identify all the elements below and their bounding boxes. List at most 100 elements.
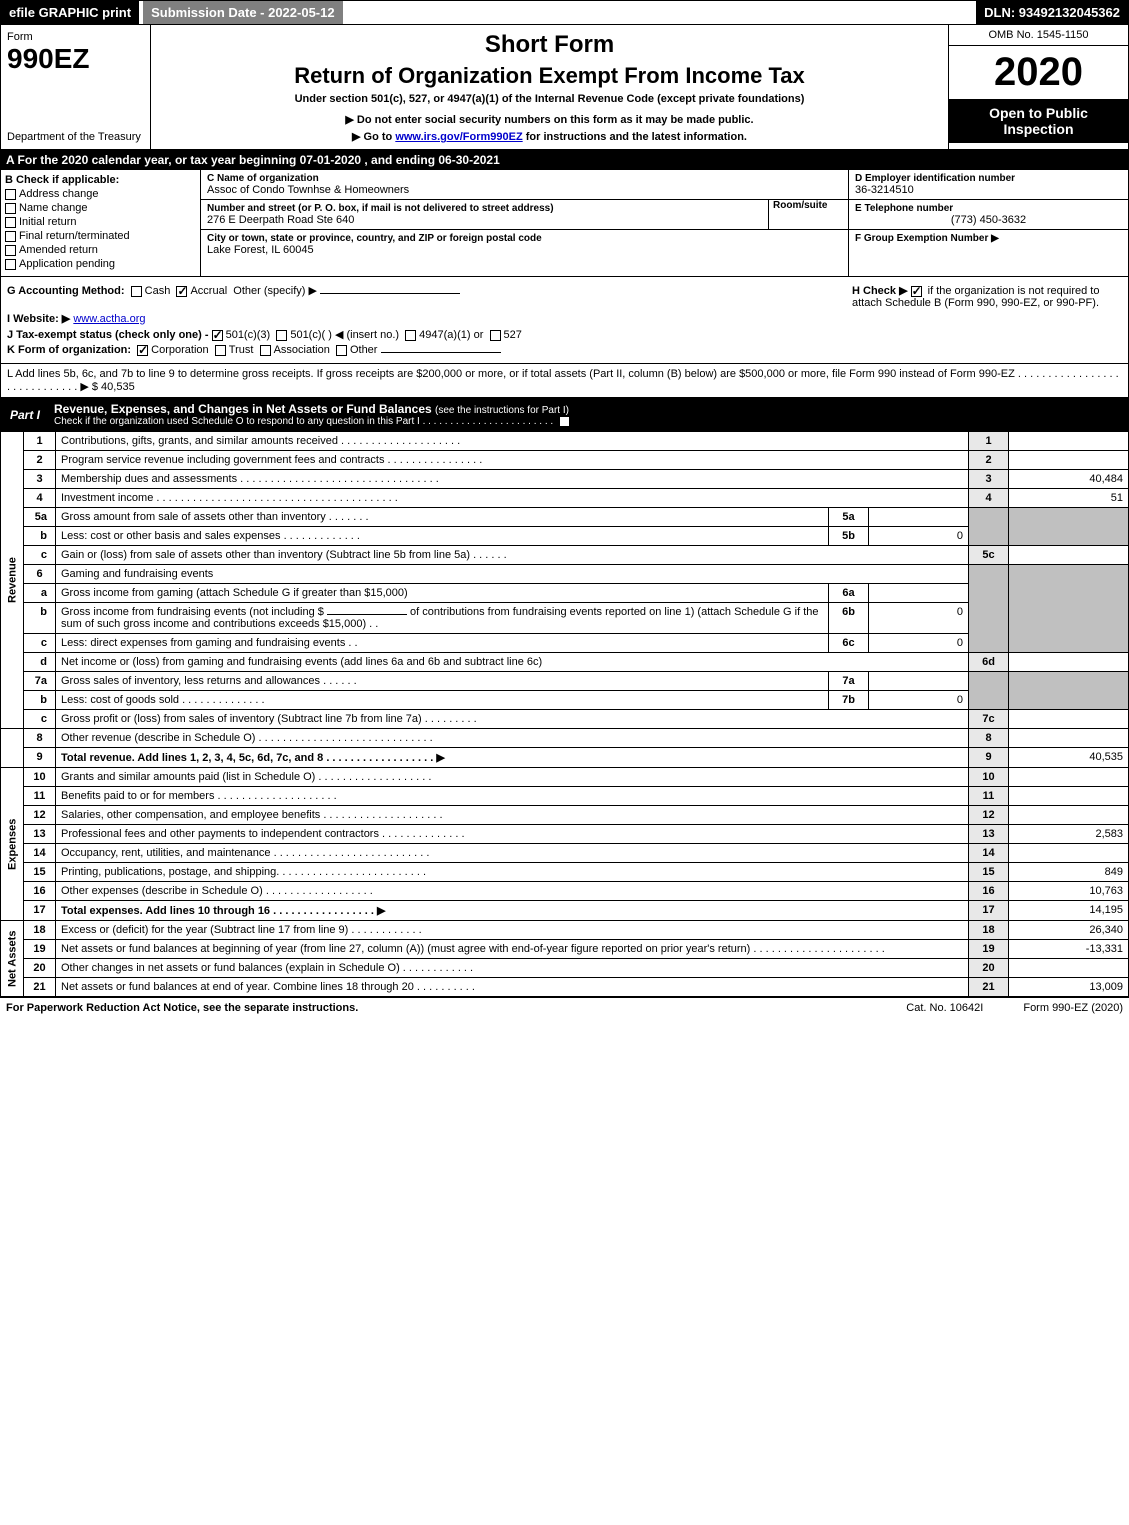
line-3-val: 40,484 [1009,470,1129,489]
chk-label-1: Name change [19,202,88,214]
line-20-desc: Other changes in net assets or fund bala… [56,959,969,978]
checkbox-icon[interactable] [5,189,16,200]
checkbox-icon[interactable] [5,217,16,228]
line-10-val [1009,768,1129,787]
chk-trust[interactable] [215,345,226,356]
checkbox-icon[interactable] [5,245,16,256]
goto-post: for instructions and the latest informat… [523,131,747,143]
header-center: Short Form Return of Organization Exempt… [151,25,948,149]
line-17-desc: Total expenses. Add lines 10 through 16 … [56,901,969,921]
line-3-box: 3 [969,470,1009,489]
chk-final-return[interactable]: Final return/terminated [5,230,196,242]
meta-section: G Accounting Method: Cash Accrual Other … [0,277,1129,364]
line-6d-box: 6d [969,653,1009,672]
expenses-side-label: Expenses [1,768,24,921]
j-4947: 4947(a)(1) or [419,329,483,341]
line-14-box: 14 [969,844,1009,863]
line-5b-mini: 5b [829,527,869,546]
line-17-box: 17 [969,901,1009,921]
line-7b-num: b [24,691,56,710]
line-20-box: 20 [969,959,1009,978]
line-5c-box: 5c [969,546,1009,565]
chk-initial-return[interactable]: Initial return [5,216,196,228]
footer-form: Form 990-EZ (2020) [1023,1002,1123,1014]
i-label: I Website: ▶ [7,313,70,325]
line-19-desc: Net assets or fund balances at beginning… [56,940,969,959]
line-16-desc: Other expenses (describe in Schedule O) … [56,882,969,901]
part1-sub: (see the instructions for Part I) [435,405,569,416]
chk-corp[interactable] [137,345,148,356]
checkbox-icon[interactable] [5,259,16,270]
line-14-desc: Occupancy, rent, utilities, and maintena… [56,844,969,863]
chk-schedule-o[interactable] [559,416,570,427]
k-trust: Trust [229,344,254,356]
line-20-num: 20 [24,959,56,978]
chk-501c3[interactable] [212,330,223,341]
line-9-val: 40,535 [1009,748,1129,768]
line-16-val: 10,763 [1009,882,1129,901]
chk-application-pending[interactable]: Application pending [5,258,196,270]
line-21-box: 21 [969,978,1009,997]
line-10-box: 10 [969,768,1009,787]
checkbox-icon[interactable] [5,203,16,214]
g-label: G Accounting Method: [7,285,125,297]
line-7b-desc: Less: cost of goods sold . . . . . . . .… [56,691,829,710]
line-12-box: 12 [969,806,1009,825]
website-link[interactable]: www.actha.org [73,313,145,325]
line-6b-desc-1: Gross income from fundraising events (no… [61,606,324,618]
netassets-side-label: Net Assets [1,921,24,997]
form-title: Return of Organization Exempt From Incom… [161,63,938,89]
line-16-box: 16 [969,882,1009,901]
efile-print-button[interactable]: efile GRAPHIC print [1,1,139,24]
line-14-val [1009,844,1129,863]
line-8-val [1009,729,1129,748]
line-l: L Add lines 5b, 6c, and 7b to line 9 to … [0,364,1129,398]
chk-h[interactable] [911,286,922,297]
irs-link[interactable]: www.irs.gov/Form990EZ [395,131,522,143]
chk-501c[interactable] [276,330,287,341]
line-7a-num: 7a [24,672,56,691]
box-d: D Employer identification number 36-3214… [849,170,1128,200]
chk-527[interactable] [490,330,501,341]
line-11-desc: Benefits paid to or for members . . . . … [56,787,969,806]
chk-address-change[interactable]: Address change [5,188,196,200]
line-4-val: 51 [1009,489,1129,508]
line-6d-num: d [24,653,56,672]
j-label: J Tax-exempt status (check only one) - [7,329,212,341]
chk-assoc[interactable] [260,345,271,356]
line-1-box: 1 [969,432,1009,451]
city-cell: City or town, state or province, country… [201,230,848,259]
addr: 276 E Deerpath Road Ste 640 [207,214,768,226]
line-h: H Check ▶ if the organization is not req… [842,284,1122,309]
chk-other[interactable] [336,345,347,356]
chk-cash[interactable] [131,286,142,297]
phone: (773) 450-3632 [855,214,1122,226]
open-to-public: Open to Public Inspection [949,99,1128,143]
line-6b-desc: Gross income from fundraising events (no… [56,603,829,634]
line-9-box: 9 [969,748,1009,768]
checkbox-icon[interactable] [5,231,16,242]
line-7b-mval: 0 [869,691,969,710]
line-12-num: 12 [24,806,56,825]
org-name-cell: C Name of organization Assoc of Condo To… [201,170,848,200]
box-b: B Check if applicable: Address change Na… [1,170,201,276]
line-18-num: 18 [24,921,56,940]
line-16-num: 16 [24,882,56,901]
line-9-desc: Total revenue. Add lines 1, 2, 3, 4, 5c,… [56,748,969,768]
line-7a-mini: 7a [829,672,869,691]
chk-name-change[interactable]: Name change [5,202,196,214]
form-number: 990EZ [7,43,144,75]
chk-accrual[interactable] [176,286,187,297]
form-header: Form 990EZ Department of the Treasury Sh… [0,25,1129,150]
h-label: H Check ▶ [852,285,911,297]
chk-4947[interactable] [405,330,416,341]
org-name-label: C Name of organization [207,173,842,184]
chk-amended-return[interactable]: Amended return [5,244,196,256]
grey-5 [969,508,1009,546]
box-c: C Name of organization Assoc of Condo To… [201,170,848,276]
j-501c3: 501(c)(3) [226,329,271,341]
line-6a-mval [869,584,969,603]
line-k: K Form of organization: Corporation Trus… [7,344,1122,356]
line-8-box: 8 [969,729,1009,748]
line-11-val [1009,787,1129,806]
